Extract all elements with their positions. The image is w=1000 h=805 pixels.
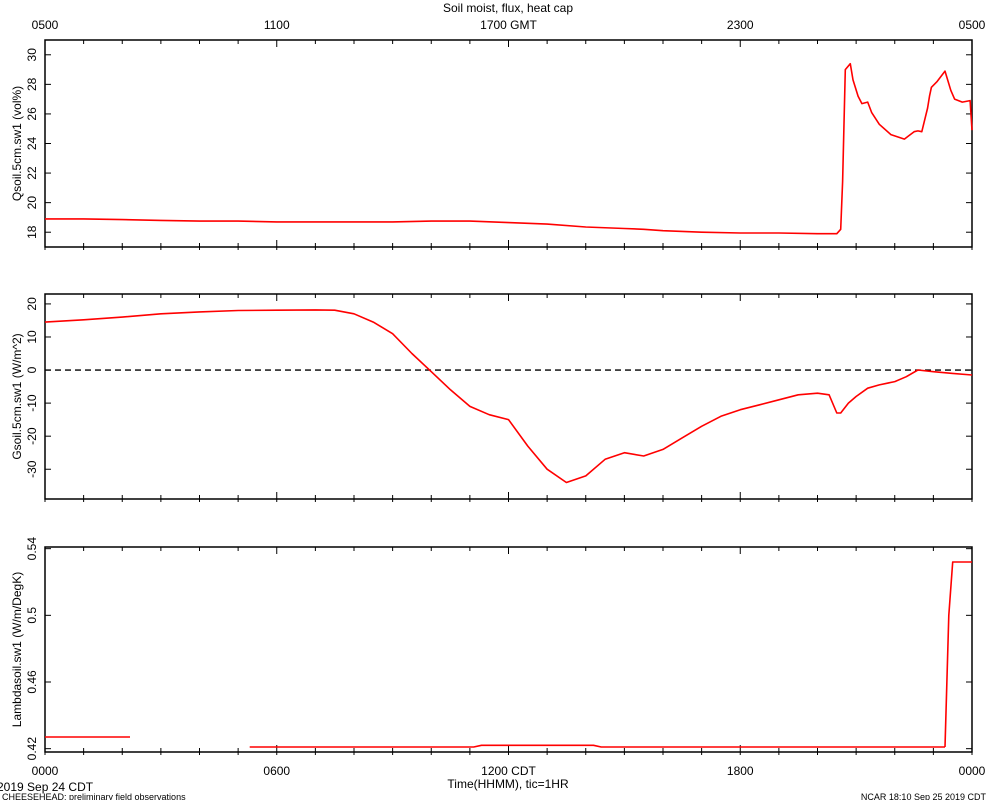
y-tick-label: 18 — [25, 225, 39, 239]
top-tick-label: 0500 — [32, 18, 59, 32]
bottom-axis-ticks: 0000 0600 1200 CDT 1800 0000 — [32, 764, 986, 778]
top-tick-label: 1100 — [264, 18, 290, 32]
y-tick-label: 0.54 — [25, 537, 39, 561]
y-tick-label: 0 — [25, 366, 39, 373]
y-tick-label: 22 — [25, 166, 39, 180]
top-tick-label: 0500 — [959, 18, 986, 32]
soil-moisture-panel: 18 20 22 24 26 28 30 Qsoil.5cm.sw1 (vol%) — [10, 39, 973, 250]
bottom-tick-label: 0000 — [959, 764, 986, 778]
series-line — [249, 744, 945, 748]
plot-frame — [44, 546, 973, 753]
series-line — [44, 309, 973, 484]
y-tick-label: 20 — [25, 297, 39, 311]
y-tick-label: 10 — [25, 330, 39, 344]
chart-title: Soil moist, flux, heat cap — [443, 1, 573, 15]
y-tick-label: 24 — [25, 137, 39, 151]
soil-heat-flux-panel: -30 -20 -10 0 10 20 Gsoil.5cm.sw1 (W/m^2) — [10, 293, 973, 502]
date-label: 2019 Sep 24 CDT — [0, 780, 94, 794]
y-tick-label: 0.42 — [25, 737, 39, 761]
bottom-tick-label: 1800 — [727, 764, 754, 778]
top-axis-ticks: 0500 1100 1700 GMT 2300 0500 — [32, 18, 986, 32]
y-tick-label: -20 — [25, 427, 39, 445]
y-axis-label: Lambdasoil.sw1 (W/m/DegK) — [10, 572, 24, 727]
bottom-tick-label: 0600 — [263, 764, 290, 778]
y-tick-label: 26 — [25, 107, 39, 121]
series-line — [45, 62, 973, 235]
y-axis-label: Gsoil.5cm.sw1 (W/m^2) — [10, 333, 24, 459]
top-tick-label: 2300 — [727, 18, 754, 32]
y-tick-label: -30 — [25, 460, 39, 478]
y-tick-label: 20 — [25, 196, 39, 210]
y-tick-label: -10 — [25, 394, 39, 412]
y-tick-label: 28 — [25, 77, 39, 91]
y-tick-label: 0.5 — [25, 607, 39, 624]
bottom-tick-label: 1200 CDT — [481, 764, 536, 778]
bottom-tick-label: 0000 — [32, 764, 59, 778]
plot-frame — [44, 39, 973, 248]
y-tick-label: 30 — [25, 48, 39, 62]
x-axis-label: Time(HHMM), tic=1HR — [447, 777, 569, 791]
top-tick-label: 1700 GMT — [480, 18, 537, 32]
footer-right: NCAR 18:10 Sep 25 2019 CDT — [861, 792, 987, 800]
footer-left: CHEESEHEAD: preliminary field observatio… — [2, 792, 186, 800]
series-line — [944, 561, 972, 748]
y-axis-label: Qsoil.5cm.sw1 (vol%) — [10, 86, 24, 201]
y-tick-label: 0.46 — [25, 670, 39, 694]
plot-frame — [44, 293, 973, 500]
